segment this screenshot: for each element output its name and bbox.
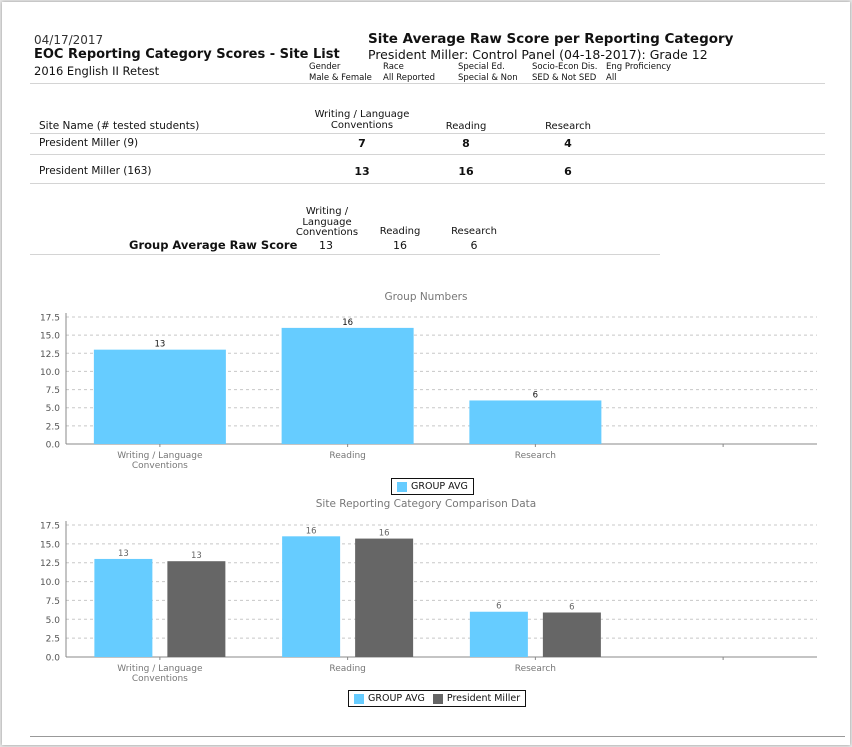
legend-label-group-avg: GROUP AVG: [411, 481, 468, 492]
group-avg-research: 6: [470, 239, 478, 252]
group-col-research: Research: [451, 226, 497, 237]
y-tick-label: 2.5: [46, 422, 60, 432]
table-col-reading: Reading: [445, 121, 487, 132]
report-subtitle: 2016 English II Retest: [34, 64, 160, 78]
bar-group-avg: [282, 536, 341, 657]
bar-group-avg: [281, 327, 414, 444]
x-tick-label: Conventions: [132, 461, 188, 471]
y-tick-label: 10.0: [40, 368, 60, 378]
bar-president-miller: [542, 612, 601, 657]
reading-score: 8: [462, 137, 470, 150]
report-right-subtitle: President Miller: Control Panel (04-18-2…: [368, 47, 708, 62]
report-date: 04/17/2017: [34, 33, 104, 47]
data-label: 13: [191, 551, 202, 561]
table-col-writing: Writing / Language Conventions: [314, 109, 410, 131]
legend-swatch-group-avg: [354, 693, 364, 704]
filter-gender: Gender Male & Female: [309, 62, 372, 83]
y-tick-label: 12.5: [40, 350, 60, 360]
row-divider: [30, 183, 825, 184]
legend-label-president-miller: President Miller: [446, 693, 521, 704]
group-col-writing: Writing / Language Conventions: [295, 206, 359, 238]
y-tick-label: 10.0: [40, 578, 60, 588]
chart1-title: Group Numbers: [384, 291, 468, 303]
bar-group-avg: [94, 558, 153, 657]
y-tick-label: 7.5: [46, 386, 60, 396]
chart-comparison: 0.0 2.5 5.0 7.5 10.0 12.5 15.0 17.5 Writing / La…: [40, 521, 817, 684]
y-tick-label: 5.0: [46, 616, 61, 626]
group-avg-writing: 13: [319, 239, 333, 252]
group-avg-reading: 16: [393, 239, 407, 252]
data-label: 6: [496, 602, 501, 612]
filter-race: Race All Reported: [383, 62, 436, 83]
filter-special-ed: Special Ed. Special & Non: [458, 62, 518, 83]
y-tick-label: 2.5: [46, 635, 60, 645]
chart-group-numbers: 0.0 2.5 5.0 7.5 10.0 12.5 15.0 17.5 Writing / La…: [40, 313, 817, 471]
data-label: 6: [569, 602, 574, 612]
y-tick-label: 17.5: [40, 522, 60, 532]
filter-eng-proficiency: Eng Proficiency All: [606, 62, 672, 83]
y-tick-label: 0.0: [46, 654, 61, 664]
table-site-header: Site Name (# tested students): [39, 120, 200, 132]
y-tick-label: 15.0: [40, 540, 60, 550]
data-label: 13: [118, 549, 129, 559]
group-average-label: Group Average Raw Score: [129, 238, 298, 252]
group-divider: [30, 254, 660, 255]
data-label: 6: [533, 390, 538, 400]
research-score: 6: [564, 165, 572, 178]
x-tick-label: Research: [515, 664, 556, 674]
bar-president-miller: [167, 561, 226, 657]
report-right-title: Site Average Raw Score per Reporting Cat…: [368, 31, 734, 47]
chart2-title: Site Reporting Category Comparison Data: [315, 498, 537, 510]
site-name: President Miller (163): [39, 165, 152, 177]
data-label: 16: [379, 529, 390, 539]
y-tick-label: 15.0: [40, 332, 60, 342]
legend-swatch-group-avg: [397, 481, 407, 492]
writing-score: 7: [358, 137, 366, 150]
data-label: 16: [306, 526, 317, 536]
chart1-legend: GROUP AVG: [391, 478, 474, 495]
y-tick-label: 0.0: [46, 441, 61, 451]
y-tick-label: 5.0: [46, 404, 61, 414]
header-divider: [30, 83, 825, 84]
x-tick-label: Research: [515, 451, 556, 461]
y-tick-label: 17.5: [40, 314, 60, 324]
research-score: 4: [564, 137, 572, 150]
x-tick-label: Conventions: [132, 674, 188, 684]
y-tick-label: 7.5: [46, 597, 60, 607]
table-col-research: Research: [545, 121, 591, 132]
table-divider: [30, 133, 825, 134]
bar-group-avg: [93, 349, 226, 444]
report-title: EOC Reporting Category Scores - Site Lis…: [34, 47, 340, 62]
chart2-legend: GROUP AVG President Miller: [348, 690, 527, 707]
legend-label-group-avg: GROUP AVG: [368, 693, 425, 704]
bar-group-avg: [469, 611, 528, 657]
footer-divider: [30, 736, 845, 737]
reading-score: 16: [458, 165, 474, 178]
x-tick-label: Reading: [329, 664, 366, 674]
filter-socio-econ: Socio-Econ Dis. SED & Not SED: [532, 62, 598, 83]
row-divider: [30, 154, 825, 155]
x-tick-label: Reading: [329, 451, 366, 461]
group-col-reading: Reading: [379, 226, 421, 237]
bar-group-avg: [469, 400, 602, 444]
bar-president-miller: [355, 538, 414, 657]
x-tick-label: Writing / Language: [117, 664, 203, 674]
data-label: 13: [154, 340, 165, 350]
y-tick-label: 12.5: [40, 559, 60, 569]
writing-score: 13: [354, 165, 370, 178]
site-name: President Miller (9): [39, 137, 139, 149]
data-label: 16: [342, 318, 353, 328]
x-tick-label: Writing / Language: [117, 451, 203, 461]
legend-swatch-president-miller: [432, 693, 443, 704]
